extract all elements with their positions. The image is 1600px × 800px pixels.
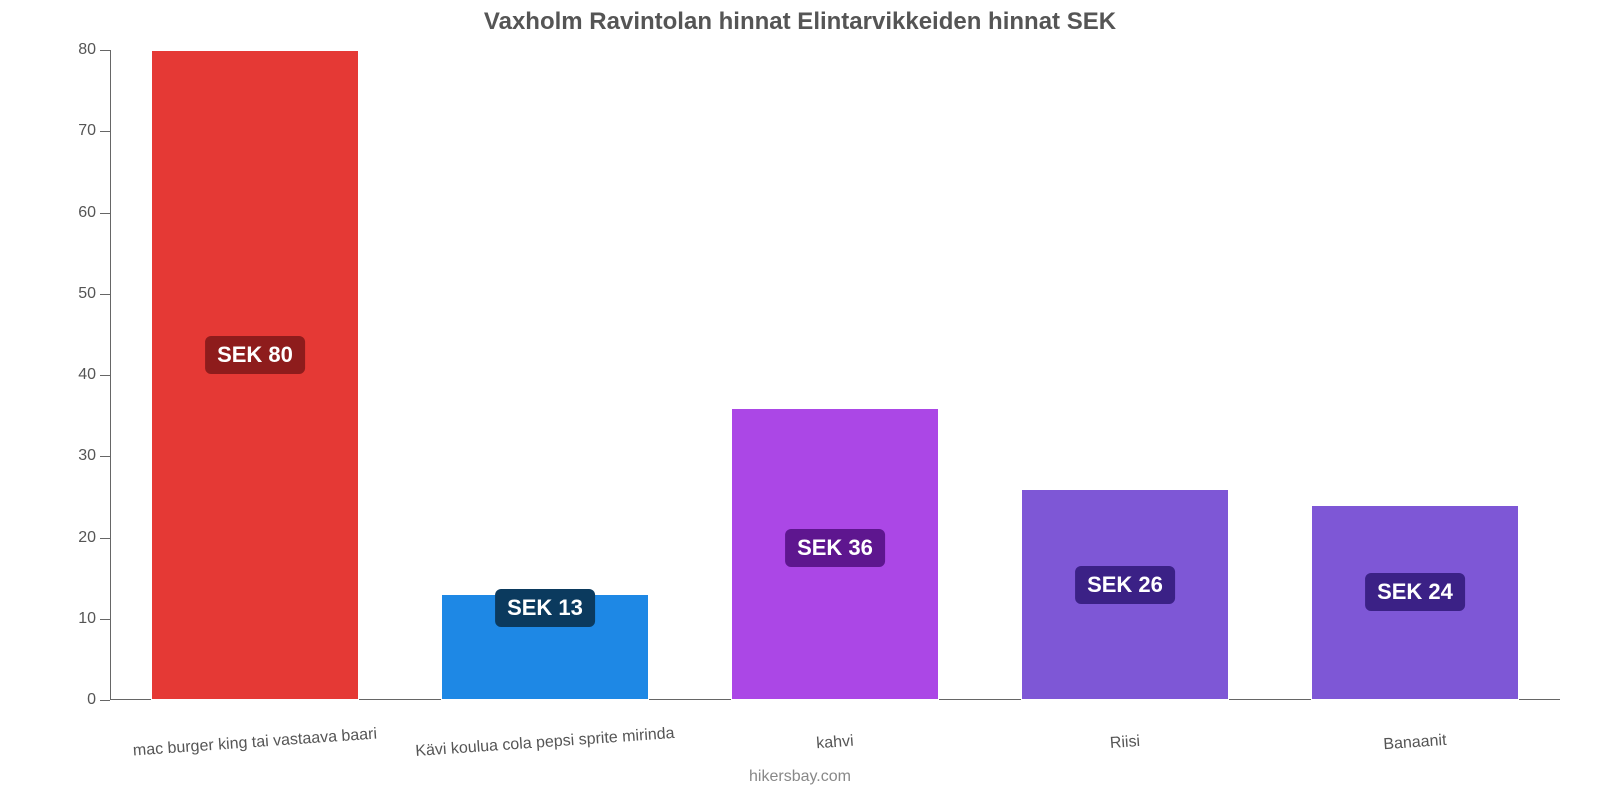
bar-value-label: SEK 80 [205,336,305,374]
bar-value-label: SEK 36 [785,529,885,567]
bar-value-label: SEK 13 [495,589,595,627]
category-label: kahvi [690,724,981,762]
y-tick-label: 20 [78,529,110,547]
bar: SEK 24 [1311,505,1520,700]
y-tick-label: 40 [78,366,110,384]
plot-area: SEK 80SEK 13SEK 36SEK 26SEK 24 010203040… [110,50,1560,700]
y-tick-label: 70 [78,122,110,140]
attribution-text: hikersbay.com [0,768,1600,786]
y-tick-label: 10 [78,610,110,628]
y-tick-label: 50 [78,285,110,303]
y-tick-label: 60 [78,204,110,222]
category-label: Riisi [980,724,1271,762]
bar-slot: SEK 24 [1270,50,1560,700]
bar: SEK 36 [731,408,940,701]
y-tick-label: 0 [87,691,110,709]
bar-slot: SEK 13 [400,50,690,700]
bar: SEK 13 [441,594,650,700]
bar-value-label: SEK 24 [1365,573,1465,611]
bars-group: SEK 80 SEK 13 SEK 36 SEK 26 SEK 24 [110,50,1560,700]
bar-slot: SEK 80 [110,50,400,700]
category-label: mac burger king tai vastaava baari [110,724,401,762]
chart-container: Vaxholm Ravintolan hinnat Elintarvikkeid… [0,0,1600,800]
bar: SEK 80 [151,50,360,700]
bar-slot: SEK 26 [980,50,1270,700]
chart-title: Vaxholm Ravintolan hinnat Elintarvikkeid… [0,8,1600,36]
y-tick-label: 30 [78,447,110,465]
category-labels: mac burger king tai vastaava baariKävi k… [110,734,1560,752]
y-tick-label: 80 [78,41,110,59]
bar-value-label: SEK 26 [1075,566,1175,604]
category-label: Banaanit [1270,724,1561,762]
bar-slot: SEK 36 [690,50,980,700]
bar: SEK 26 [1021,489,1230,700]
category-label: Kävi koulua cola pepsi sprite mirinda [400,724,691,762]
